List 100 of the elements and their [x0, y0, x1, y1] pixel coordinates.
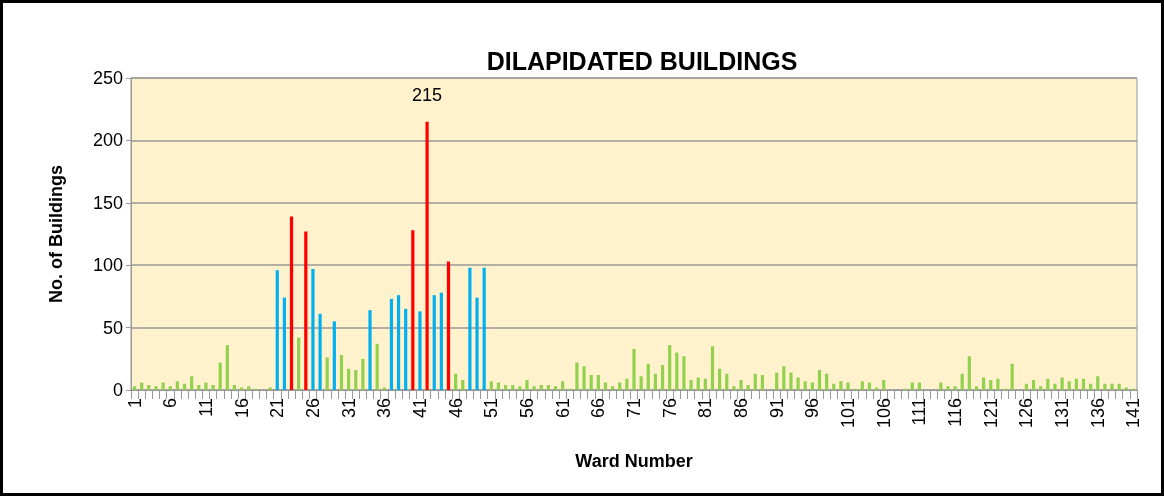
bar — [204, 382, 208, 390]
bar — [689, 380, 693, 390]
bar — [439, 292, 443, 390]
bar — [375, 343, 379, 390]
bar — [347, 368, 351, 390]
bar — [311, 268, 315, 390]
bar — [354, 370, 358, 390]
x-tick-label: 66 — [588, 398, 609, 419]
bar — [882, 380, 886, 390]
bar — [1074, 378, 1078, 390]
bar — [775, 372, 779, 390]
bar — [989, 380, 993, 390]
bar — [1031, 380, 1036, 390]
x-tick-label: 81 — [695, 398, 716, 419]
bar — [404, 308, 408, 390]
bar — [967, 356, 971, 390]
bar — [368, 310, 372, 390]
x-tick-label: 41 — [409, 398, 430, 419]
bar — [675, 352, 679, 390]
bar — [660, 365, 665, 390]
x-tick-label: 116 — [945, 398, 966, 427]
bar — [489, 381, 493, 390]
bar — [389, 298, 394, 390]
bar — [168, 386, 172, 390]
bar — [696, 377, 700, 390]
x-tick-label: 11 — [195, 398, 216, 417]
y-tick-label: 50 — [102, 317, 123, 338]
bar — [1024, 383, 1029, 390]
bar — [960, 373, 964, 390]
bar — [610, 386, 615, 390]
x-tick-label: 141 — [1123, 398, 1144, 429]
bar — [318, 313, 322, 390]
bar — [682, 356, 686, 390]
x-tick-label: 91 — [766, 398, 787, 419]
bar — [475, 297, 479, 390]
bar — [325, 357, 329, 390]
x-tick-label: 136 — [1087, 398, 1108, 429]
y-tick-label: 100 — [92, 255, 123, 276]
x-tick-label: 21 — [267, 398, 288, 419]
bar — [211, 385, 215, 390]
y-tick-label: 200 — [92, 130, 123, 151]
bar — [653, 373, 658, 390]
y-axis-title: No. of Buildings — [46, 165, 66, 303]
x-tick-label: 71 — [624, 398, 644, 419]
bar — [668, 345, 672, 390]
bar — [1096, 376, 1100, 390]
bar — [1039, 386, 1043, 390]
x-tick-label: 56 — [516, 398, 537, 419]
x-tick-label: 1 — [124, 398, 145, 409]
bar — [339, 355, 344, 390]
bar — [511, 385, 515, 390]
bar — [411, 230, 415, 390]
bar — [304, 231, 308, 390]
x-tick-label: 111 — [909, 398, 930, 426]
bar — [154, 386, 158, 390]
bar — [418, 311, 422, 390]
bar — [546, 385, 550, 390]
bar — [332, 321, 336, 390]
bar — [625, 378, 629, 390]
bar — [703, 378, 707, 390]
bar — [190, 376, 194, 390]
bar — [817, 370, 822, 390]
bar — [846, 382, 850, 390]
x-tick-label: 86 — [731, 398, 752, 419]
x-tick-label: 106 — [873, 398, 894, 429]
bar — [432, 295, 436, 390]
bar — [539, 385, 543, 390]
bar — [503, 385, 508, 390]
bar — [132, 386, 137, 390]
x-tick-label: 121 — [980, 398, 1001, 429]
bar — [482, 267, 486, 390]
bar — [582, 366, 586, 390]
bar — [760, 375, 765, 390]
x-tick-label: 131 — [1052, 398, 1073, 429]
bar — [1053, 383, 1057, 390]
x-tick-label: 26 — [302, 398, 323, 419]
bar — [974, 386, 979, 390]
bar — [803, 381, 807, 390]
y-tick-label: 0 — [112, 380, 123, 400]
x-tick-label: 46 — [445, 398, 466, 419]
bar — [454, 373, 458, 390]
bar — [197, 385, 201, 390]
bar — [825, 373, 829, 390]
x-tick-label: 96 — [802, 398, 823, 419]
bar — [953, 386, 957, 390]
bar — [553, 386, 558, 390]
bar — [575, 362, 579, 390]
y-tick-label: 250 — [92, 68, 123, 88]
bar — [275, 270, 279, 390]
bar — [218, 362, 222, 390]
bar — [518, 386, 522, 390]
x-tick-label: 61 — [552, 398, 573, 419]
bar — [297, 337, 301, 390]
bar — [789, 372, 793, 390]
bar — [753, 373, 757, 390]
bar — [782, 366, 786, 390]
bar — [796, 377, 800, 390]
bar — [1103, 383, 1107, 390]
bar — [589, 375, 593, 390]
bar — [461, 380, 465, 390]
